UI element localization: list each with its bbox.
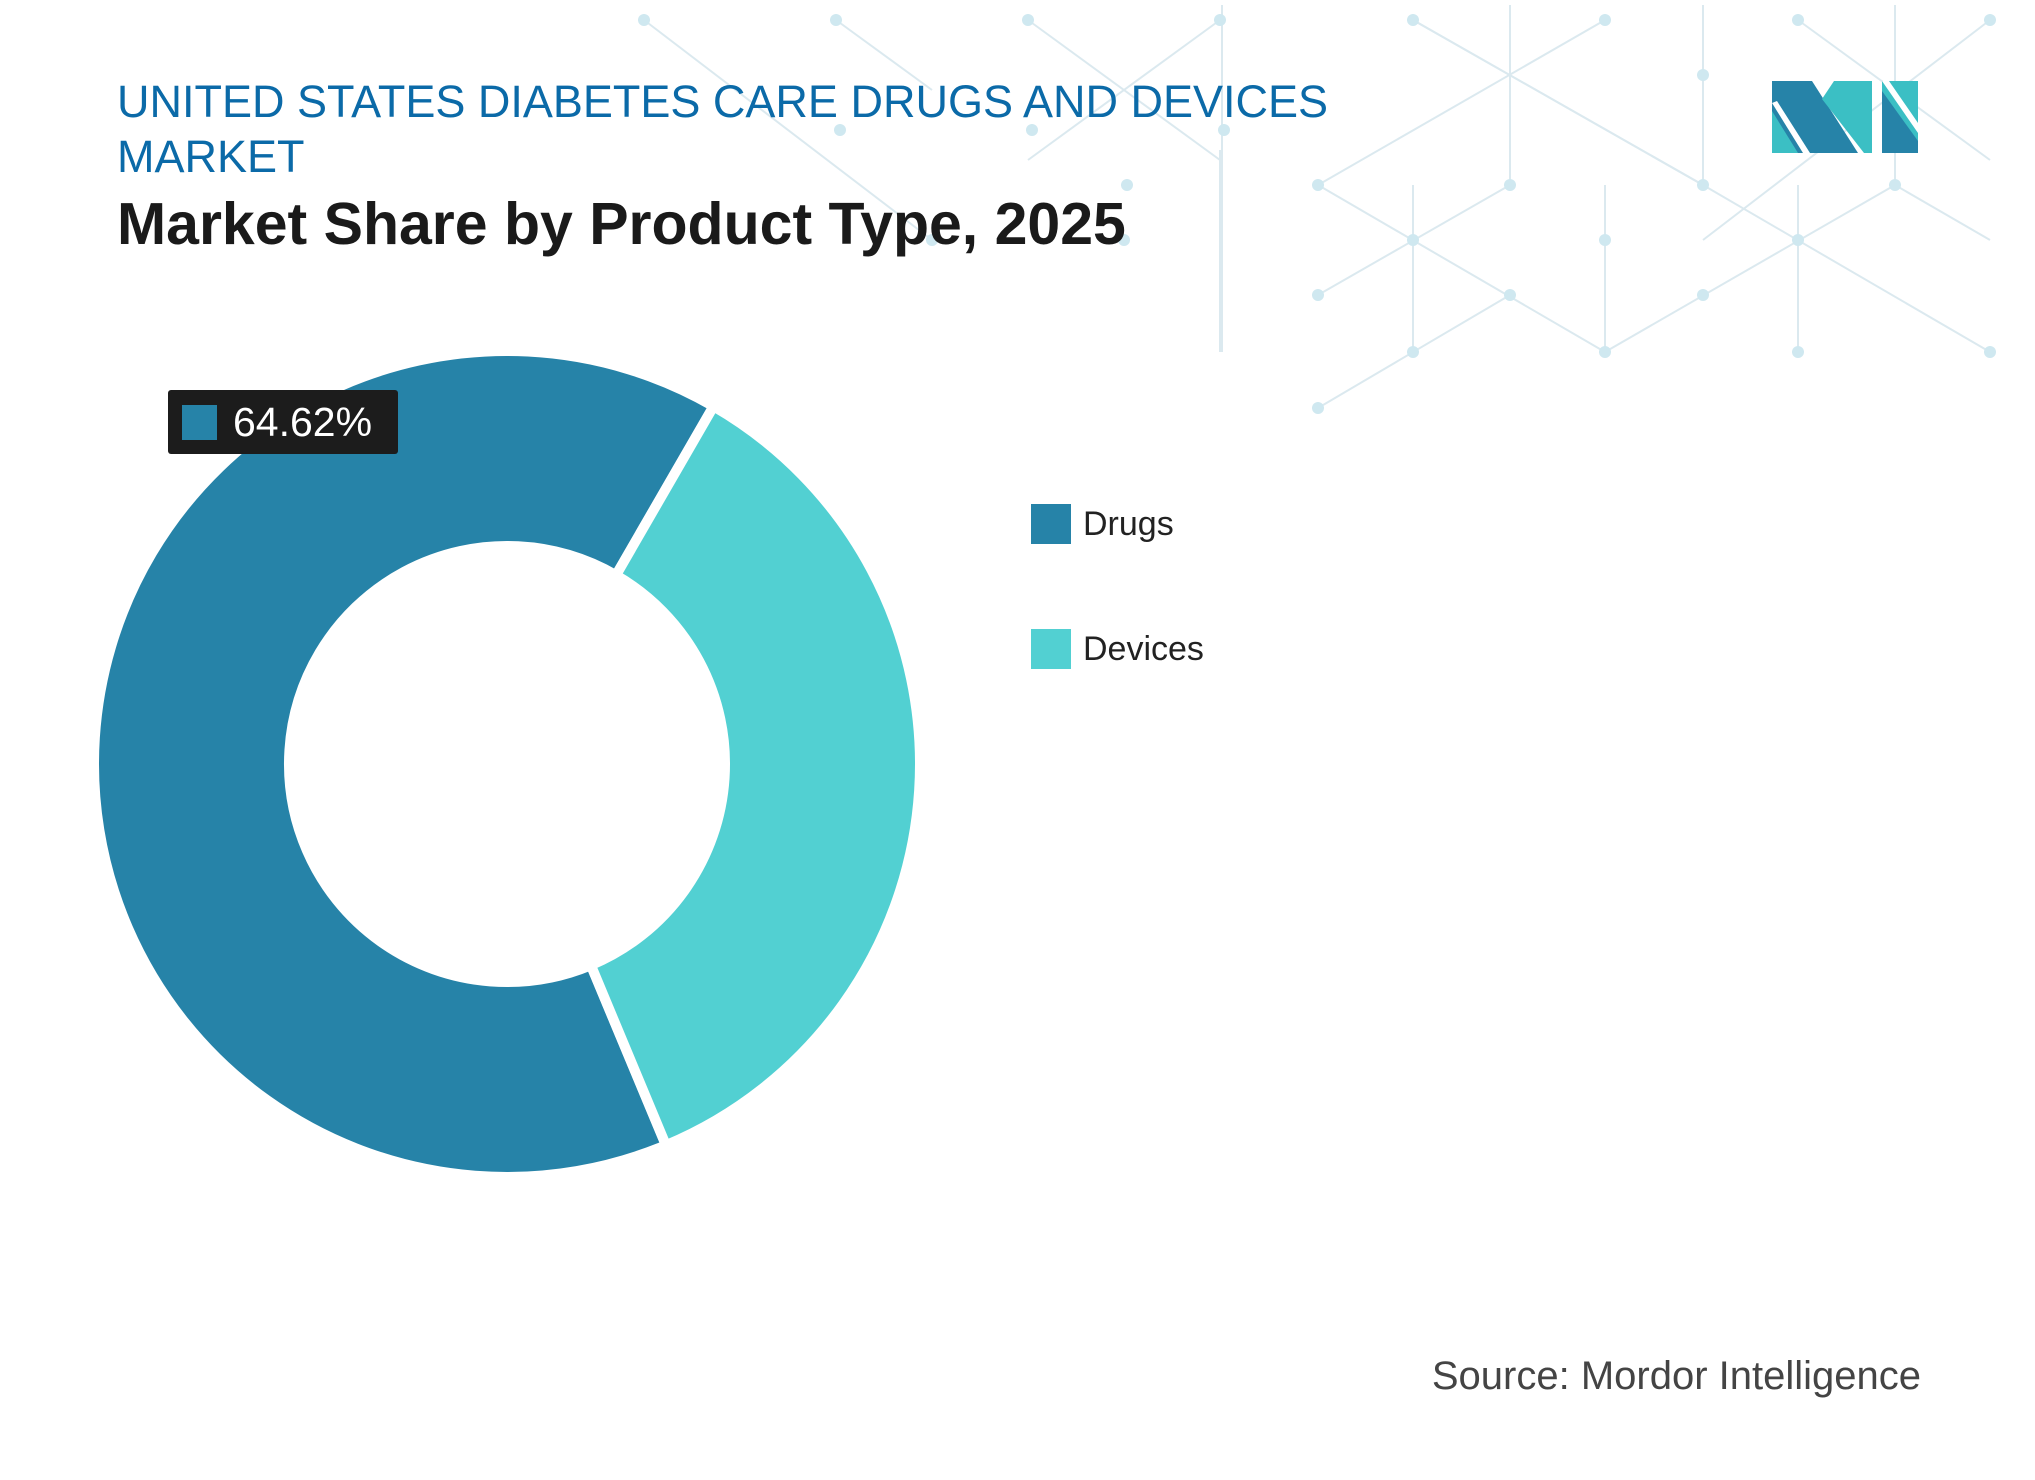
pattern-dot — [1022, 14, 1034, 26]
pattern-dot — [1792, 346, 1804, 358]
pattern-dot — [1599, 234, 1611, 246]
pattern-dot — [1312, 179, 1324, 191]
pattern-dot — [830, 14, 842, 26]
pattern-dot — [1697, 179, 1709, 191]
pattern-dot — [638, 14, 650, 26]
page-title: UNITED STATES DIABETES CARE DRUGS AND DE… — [117, 76, 1329, 182]
pattern-dot — [1121, 179, 1133, 191]
pattern-dot — [926, 234, 938, 246]
legend-label: Devices — [1083, 629, 1204, 668]
pattern-line — [1894, 184, 1991, 241]
legend-swatch-devices — [1031, 629, 1071, 669]
pattern-dot — [1697, 289, 1709, 301]
pattern-line — [1412, 19, 1704, 186]
pattern-line — [835, 19, 933, 91]
pattern-dot — [1312, 289, 1324, 301]
pattern-dot — [1218, 124, 1230, 136]
pattern-dot — [1118, 234, 1130, 246]
pattern-line — [1604, 184, 1896, 353]
donut-slice-devices[interactable] — [584, 399, 925, 1152]
pattern-line — [1317, 19, 1606, 186]
pattern-dot — [1312, 402, 1324, 414]
data-label-swatch — [182, 404, 217, 440]
legend-label: Drugs — [1083, 504, 1174, 543]
pattern-dot — [1407, 346, 1419, 358]
pattern-dot — [1792, 14, 1804, 26]
pattern-dot — [834, 124, 846, 136]
pattern-dot — [1599, 14, 1611, 26]
pattern-line — [1702, 184, 1991, 353]
pattern-dot — [1504, 289, 1516, 301]
mordor-intelligence-logo — [1772, 81, 1918, 153]
legend-item-devices[interactable]: Devices — [1031, 629, 1204, 669]
pattern-dot — [1889, 179, 1901, 191]
source-note: Source: Mordor Intelligence — [1431, 1354, 1921, 1398]
data-label-text: 64.62% — [233, 398, 373, 445]
pattern-dot — [1214, 14, 1226, 26]
chart-subtitle: Market Share by Product Type, 2025 — [117, 191, 1126, 257]
legend-swatch-drugs — [1031, 504, 1071, 544]
pattern-dot — [1792, 234, 1804, 246]
pattern-dot — [1984, 346, 1996, 358]
pattern-dot — [1599, 346, 1611, 358]
pattern-dot — [1026, 124, 1038, 136]
donut-slice-drugs[interactable] — [89, 346, 721, 1182]
pattern-line — [1317, 184, 1606, 353]
pattern-line — [643, 19, 933, 241]
pattern-dot — [1407, 14, 1419, 26]
legend-item-drugs[interactable]: Drugs — [1031, 504, 1174, 544]
pattern-dot — [1697, 69, 1709, 81]
pattern-dot — [1407, 234, 1419, 246]
pattern-dot — [1984, 14, 1996, 26]
pattern-line — [1027, 19, 1221, 161]
data-label-drugs: 64.62% — [168, 390, 398, 454]
pattern-dot — [1504, 179, 1516, 191]
